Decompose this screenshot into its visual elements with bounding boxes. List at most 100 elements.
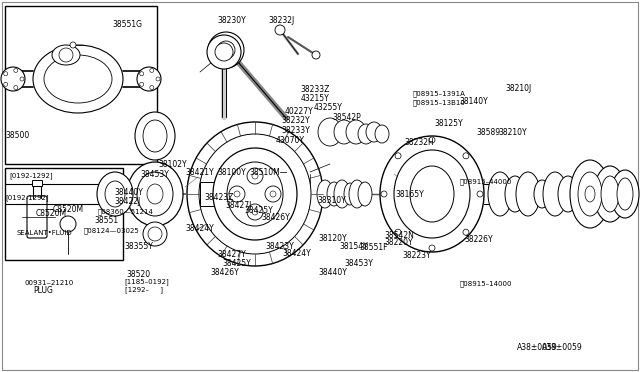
Text: 38233Y: 38233Y [282, 126, 310, 135]
Ellipse shape [143, 120, 167, 152]
Ellipse shape [105, 181, 125, 207]
Circle shape [429, 245, 435, 251]
Circle shape [477, 191, 483, 197]
Ellipse shape [543, 172, 567, 216]
Text: Ⓦ08915–44000: Ⓦ08915–44000 [460, 178, 512, 185]
Ellipse shape [534, 180, 550, 208]
Text: 38100Y: 38100Y [218, 169, 246, 177]
Circle shape [247, 168, 263, 184]
Ellipse shape [410, 166, 454, 222]
Ellipse shape [199, 134, 311, 254]
Ellipse shape [127, 162, 183, 226]
Text: 38427Y: 38427Y [218, 250, 246, 259]
Text: Ⓦ08915–1391A: Ⓦ08915–1391A [413, 90, 466, 97]
Text: 38423Y: 38423Y [266, 242, 294, 251]
Circle shape [270, 191, 276, 197]
Text: 38551G: 38551G [112, 20, 142, 29]
Circle shape [60, 216, 76, 232]
Text: 38226Y: 38226Y [465, 235, 493, 244]
Circle shape [156, 77, 160, 81]
Text: [1292–     ]: [1292– ] [125, 286, 163, 293]
Circle shape [217, 41, 235, 59]
Text: 38440Y: 38440Y [114, 188, 143, 197]
Text: 38542P: 38542P [333, 113, 362, 122]
Text: 38551F: 38551F [360, 243, 388, 252]
Circle shape [429, 137, 435, 143]
Circle shape [395, 229, 401, 235]
Text: Ⓢ08360—51214: Ⓢ08360—51214 [97, 209, 153, 215]
Ellipse shape [558, 176, 578, 212]
FancyBboxPatch shape [27, 196, 47, 238]
Ellipse shape [97, 172, 133, 216]
Circle shape [143, 222, 167, 246]
Text: 38510M—: 38510M— [250, 169, 288, 177]
Circle shape [265, 186, 281, 202]
Text: 38542N: 38542N [384, 231, 414, 240]
Text: 38427J: 38427J [225, 201, 252, 210]
Circle shape [20, 77, 24, 81]
Text: 38154Y: 38154Y [339, 242, 368, 251]
Ellipse shape [349, 180, 365, 208]
Text: 38520: 38520 [127, 270, 151, 279]
Ellipse shape [516, 172, 540, 216]
Ellipse shape [358, 124, 374, 144]
Bar [5, 6, 157, 164]
Text: 38453Y: 38453Y [344, 259, 373, 268]
Text: Ⓑ08124—03025: Ⓑ08124—03025 [83, 227, 139, 234]
Text: 38423Z: 38423Z [205, 193, 234, 202]
Ellipse shape [318, 118, 342, 146]
Ellipse shape [611, 170, 639, 218]
Text: 38426Y: 38426Y [261, 213, 290, 222]
Ellipse shape [346, 120, 366, 144]
Ellipse shape [380, 136, 484, 252]
Text: [0192-1292]: [0192-1292] [5, 195, 49, 201]
Text: 38125Y: 38125Y [434, 119, 463, 128]
Circle shape [14, 86, 18, 90]
Text: 38232J: 38232J [269, 16, 295, 25]
Text: 38424Y: 38424Y [186, 224, 214, 233]
Text: [0192-1292]: [0192-1292] [9, 173, 52, 179]
Text: C8520M: C8520M [35, 209, 67, 218]
Text: 38426Y: 38426Y [210, 268, 239, 277]
Circle shape [395, 153, 401, 159]
Circle shape [150, 86, 154, 90]
Ellipse shape [334, 120, 354, 144]
Circle shape [140, 82, 144, 86]
Text: 38425Y: 38425Y [223, 259, 252, 268]
Circle shape [4, 82, 8, 86]
Text: 38233Z: 38233Z [301, 85, 330, 94]
Ellipse shape [505, 176, 525, 212]
Circle shape [275, 25, 285, 35]
Circle shape [234, 191, 240, 197]
Ellipse shape [44, 55, 112, 103]
Circle shape [312, 51, 320, 59]
Circle shape [1, 67, 25, 91]
Ellipse shape [227, 162, 283, 226]
Ellipse shape [578, 172, 602, 216]
Bar [5, 168, 123, 260]
Text: Ⓦ08915–13B10: Ⓦ08915–13B10 [413, 99, 466, 106]
Circle shape [381, 191, 387, 197]
Circle shape [59, 48, 73, 62]
Text: 38223Y: 38223Y [402, 251, 431, 260]
Circle shape [14, 68, 18, 73]
Text: C8520M: C8520M [53, 205, 84, 214]
Ellipse shape [327, 182, 341, 206]
Circle shape [140, 72, 144, 76]
Text: 38210J: 38210J [506, 84, 532, 93]
Ellipse shape [33, 45, 123, 113]
Ellipse shape [147, 184, 163, 204]
Text: 38589: 38589 [477, 128, 501, 137]
Text: 38220Y: 38220Y [384, 238, 413, 247]
Text: 38421Y: 38421Y [186, 169, 214, 177]
Ellipse shape [570, 160, 610, 228]
Circle shape [208, 32, 244, 68]
Text: PLUG: PLUG [33, 286, 53, 295]
Bar [200, 182, 230, 206]
Text: 38140Y: 38140Y [460, 97, 488, 106]
Bar [32, 180, 42, 186]
Circle shape [215, 43, 233, 61]
Text: 43070Y: 43070Y [275, 136, 304, 145]
Circle shape [463, 153, 469, 159]
Circle shape [207, 35, 241, 69]
